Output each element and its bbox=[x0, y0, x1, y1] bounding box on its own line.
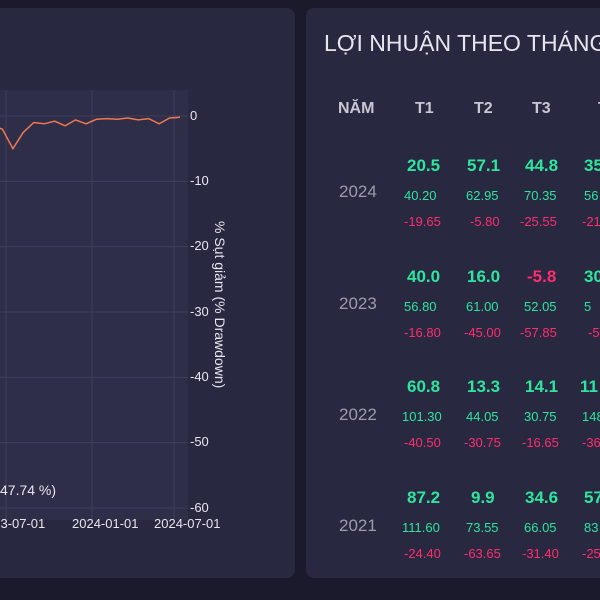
drawdown-chart-panel: 0 -10 -20 -30 -40 -50 -60 023-07-01 2024… bbox=[0, 8, 295, 578]
y-axis-label: % Sụt giảm (% Drawdown) bbox=[212, 221, 228, 389]
return-low: -5 bbox=[588, 325, 600, 340]
drawdown-chart bbox=[0, 90, 188, 520]
return-high: 30.75 bbox=[524, 409, 557, 424]
return-low: -36 bbox=[582, 435, 600, 450]
column-header-year: NĂM bbox=[338, 100, 375, 117]
return-high: 44.05 bbox=[466, 409, 499, 424]
return-value: 14.1 bbox=[525, 377, 559, 396]
y-tick-label: -30 bbox=[190, 304, 209, 319]
return-low: -31.40 bbox=[522, 546, 559, 561]
return-low: -21 bbox=[582, 214, 600, 229]
x-tick-label: 2024-01-01 bbox=[72, 516, 139, 531]
column-header-t3: T3 bbox=[532, 100, 551, 117]
row-year: 2024 bbox=[339, 182, 377, 201]
return-high: 40.20 bbox=[404, 188, 437, 203]
return-value: 16.0 bbox=[467, 267, 501, 286]
return-value: 30 bbox=[584, 267, 600, 286]
return-value: 44.8 bbox=[525, 156, 559, 175]
return-low: -63.65 bbox=[464, 546, 501, 561]
drawdown-series-line bbox=[0, 116, 181, 151]
y-tick-label: 0 bbox=[190, 108, 198, 123]
row-year: 2022 bbox=[339, 405, 377, 424]
y-tick-label: -10 bbox=[190, 173, 209, 188]
x-tick-label: 2024-07-01 bbox=[154, 516, 221, 531]
return-low: -57.85 bbox=[520, 325, 557, 340]
return-low: -19.65 bbox=[404, 214, 441, 229]
return-value: 87.2 bbox=[407, 488, 441, 507]
return-high: 73.55 bbox=[466, 520, 499, 535]
return-low: -25 bbox=[582, 546, 600, 561]
column-header-t1: T1 bbox=[415, 100, 434, 117]
return-low: -16.80 bbox=[404, 325, 441, 340]
return-high: 70.35 bbox=[524, 188, 557, 203]
return-high: 62.95 bbox=[466, 188, 499, 203]
y-tick-label: -50 bbox=[190, 434, 209, 449]
return-value: 13.3 bbox=[467, 377, 501, 396]
return-low: -45.00 bbox=[464, 325, 501, 340]
x-tick-label: 023-07-01 bbox=[0, 516, 46, 531]
return-low: -16.65 bbox=[522, 435, 559, 450]
chart-plot-area bbox=[0, 90, 188, 520]
return-value: 60.8 bbox=[407, 377, 441, 396]
return-value: -5.8 bbox=[527, 267, 557, 286]
legend-fragment: 47.74 %) bbox=[0, 482, 57, 498]
return-low: -40.50 bbox=[404, 435, 441, 450]
return-low: -24.40 bbox=[404, 546, 441, 561]
column-header-t4: T4 bbox=[598, 100, 600, 118]
return-high: 148 bbox=[582, 409, 600, 424]
return-high: 61.00 bbox=[466, 299, 499, 314]
return-high: 56.80 bbox=[404, 299, 437, 314]
return-value: 11 bbox=[580, 377, 598, 396]
row-year: 2021 bbox=[339, 516, 377, 535]
column-header-t2: T2 bbox=[474, 100, 493, 117]
return-low: -5.80 bbox=[470, 214, 500, 229]
y-tick-label: -60 bbox=[190, 500, 209, 515]
return-value: 57.1 bbox=[467, 156, 501, 175]
return-value: 9.9 bbox=[471, 488, 495, 507]
return-high: 83 bbox=[584, 520, 599, 535]
monthly-returns-panel: LỢI NHUẬN THEO THÁNG NĂM T1 T2 T3 T4 202… bbox=[306, 8, 600, 578]
return-value: 20.5 bbox=[407, 156, 441, 175]
return-low: -25.55 bbox=[520, 214, 557, 229]
return-value: 35 bbox=[584, 156, 600, 175]
panel-title: LỢI NHUẬN THEO THÁNG bbox=[324, 30, 600, 56]
return-high: 111.60 bbox=[402, 520, 440, 535]
y-tick-label: -20 bbox=[190, 238, 209, 253]
return-high: 52.05 bbox=[524, 299, 557, 314]
return-high: 56 bbox=[584, 188, 599, 203]
return-high: 101.30 bbox=[402, 409, 442, 424]
return-high: 5 bbox=[584, 299, 592, 314]
return-low: -30.75 bbox=[464, 435, 501, 450]
y-tick-label: -40 bbox=[190, 369, 209, 384]
return-high: 66.05 bbox=[524, 520, 557, 535]
row-year: 2023 bbox=[339, 294, 377, 313]
return-value: 40.0 bbox=[407, 267, 441, 286]
return-value: 57 bbox=[584, 488, 600, 507]
return-value: 34.6 bbox=[525, 488, 559, 507]
